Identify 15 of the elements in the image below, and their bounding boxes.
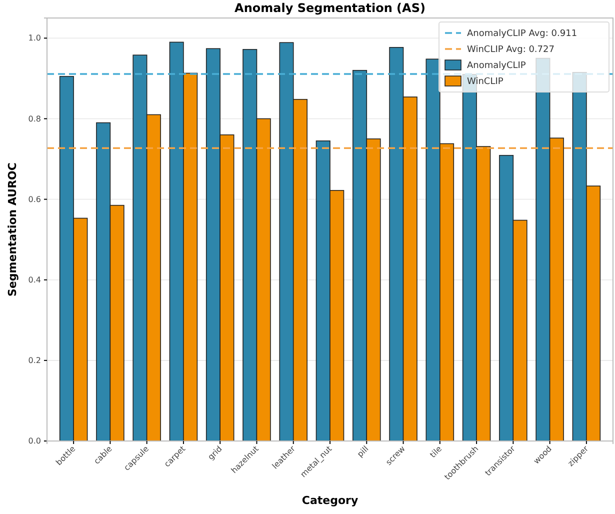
- y-tick-label: 1.0: [28, 34, 41, 43]
- y-tick-label: 0.2: [28, 356, 41, 365]
- y-tick-label: 0.6: [28, 194, 41, 204]
- x-tick-label: pill: [356, 444, 370, 459]
- y-tick-label: 0.0: [28, 436, 41, 446]
- legend-label: AnomalyCLIP Avg: 0.911: [467, 29, 578, 40]
- x-tick-label: tile: [428, 444, 444, 460]
- y-axis-title: Segmentation AUROC: [6, 162, 19, 296]
- legend-label: AnomalyCLIP: [467, 61, 526, 72]
- x-axis-title: Category: [302, 494, 358, 507]
- y-tick-label: 0.4: [28, 275, 41, 284]
- chart-title: Anomaly Segmentation (AS): [234, 1, 426, 15]
- y-tick-label: 0.8: [28, 114, 41, 124]
- legend-label: WinCLIP: [467, 77, 504, 88]
- legend-label: WinCLIP Avg: 0.727: [467, 45, 554, 56]
